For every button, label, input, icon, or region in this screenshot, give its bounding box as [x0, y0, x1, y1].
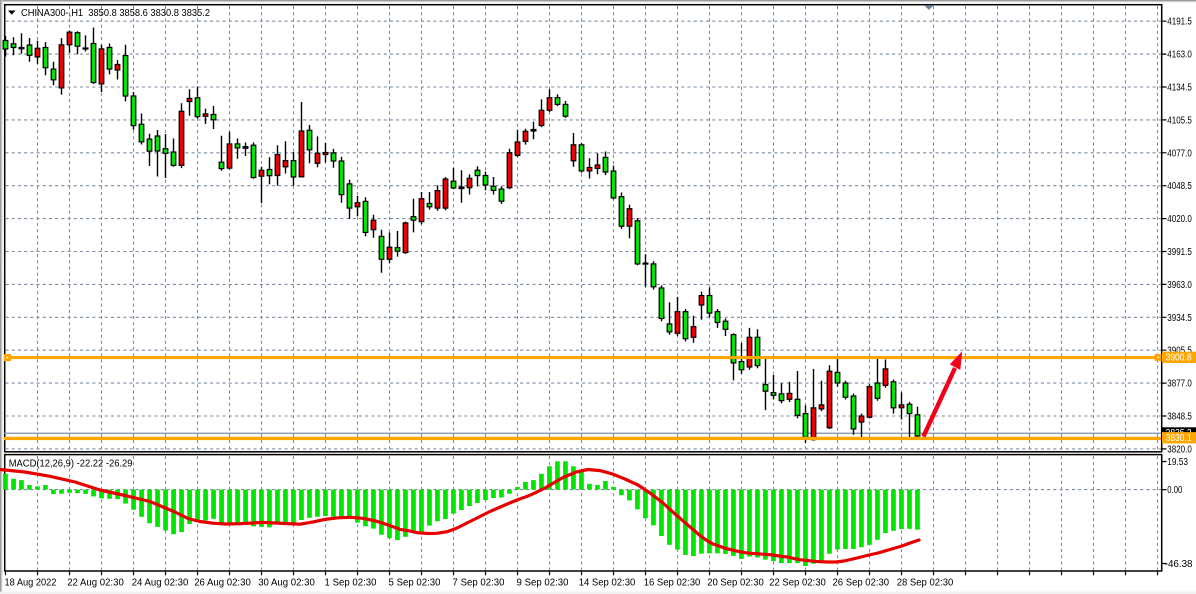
svg-text:3820.0: 3820.0: [1167, 444, 1192, 455]
svg-text:3877.0: 3877.0: [1167, 379, 1192, 390]
svg-text:20 Sep 02:30: 20 Sep 02:30: [707, 578, 764, 589]
svg-text:3934.5: 3934.5: [1167, 313, 1192, 324]
svg-text:26 Aug 02:30: 26 Aug 02:30: [194, 578, 251, 589]
svg-text:5 Sep 02:30: 5 Sep 02:30: [389, 578, 441, 589]
svg-text:4191.5: 4191.5: [1167, 17, 1192, 28]
svg-text:3963.0: 3963.0: [1167, 280, 1192, 291]
svg-text:0.00: 0.00: [1167, 485, 1182, 496]
svg-text:4077.0: 4077.0: [1167, 148, 1192, 159]
svg-text:4163.0: 4163.0: [1167, 50, 1192, 61]
svg-text:-46.38: -46.38: [1165, 559, 1193, 570]
svg-text:30 Aug 02:30: 30 Aug 02:30: [258, 578, 315, 589]
svg-text:4048.5: 4048.5: [1167, 181, 1192, 192]
svg-text:22 Aug 02:30: 22 Aug 02:30: [67, 578, 124, 589]
svg-text:3991.5: 3991.5: [1167, 247, 1192, 258]
svg-text:MACD(12,26,9) -22.22 -26.29: MACD(12,26,9) -22.22 -26.29: [9, 459, 133, 470]
svg-text:3830.1: 3830.1: [1166, 433, 1192, 444]
svg-text:7 Sep 02:30: 7 Sep 02:30: [453, 578, 505, 589]
svg-text:4134.5: 4134.5: [1167, 83, 1192, 94]
svg-text:28 Sep 02:30: 28 Sep 02:30: [897, 578, 954, 589]
svg-text:1 Sep 02:30: 1 Sep 02:30: [325, 578, 377, 589]
svg-text:3900.8: 3900.8: [1166, 353, 1192, 364]
svg-text:14 Sep 02:30: 14 Sep 02:30: [579, 578, 636, 589]
svg-text:4020.0: 4020.0: [1167, 214, 1192, 225]
svg-text:24 Aug 02:30: 24 Aug 02:30: [132, 578, 189, 589]
svg-text:CHINA300-,H1 3850.8 3858.6 38: CHINA300-,H1 3850.8 3858.6 3830.8 3835.2: [21, 8, 210, 19]
svg-text:22 Sep 02:30: 22 Sep 02:30: [769, 578, 826, 589]
svg-text:18 Aug 2022: 18 Aug 2022: [5, 578, 57, 589]
svg-text:16 Sep 02:30: 16 Sep 02:30: [644, 578, 701, 589]
svg-text:26 Sep 02:30: 26 Sep 02:30: [833, 578, 890, 589]
svg-text:19.53: 19.53: [1167, 457, 1188, 468]
svg-text:3905.5: 3905.5: [1167, 346, 1192, 357]
svg-text:3848.5: 3848.5: [1167, 412, 1192, 423]
svg-text:9 Sep 02:30: 9 Sep 02:30: [517, 578, 569, 589]
svg-text:4105.5: 4105.5: [1167, 115, 1192, 126]
